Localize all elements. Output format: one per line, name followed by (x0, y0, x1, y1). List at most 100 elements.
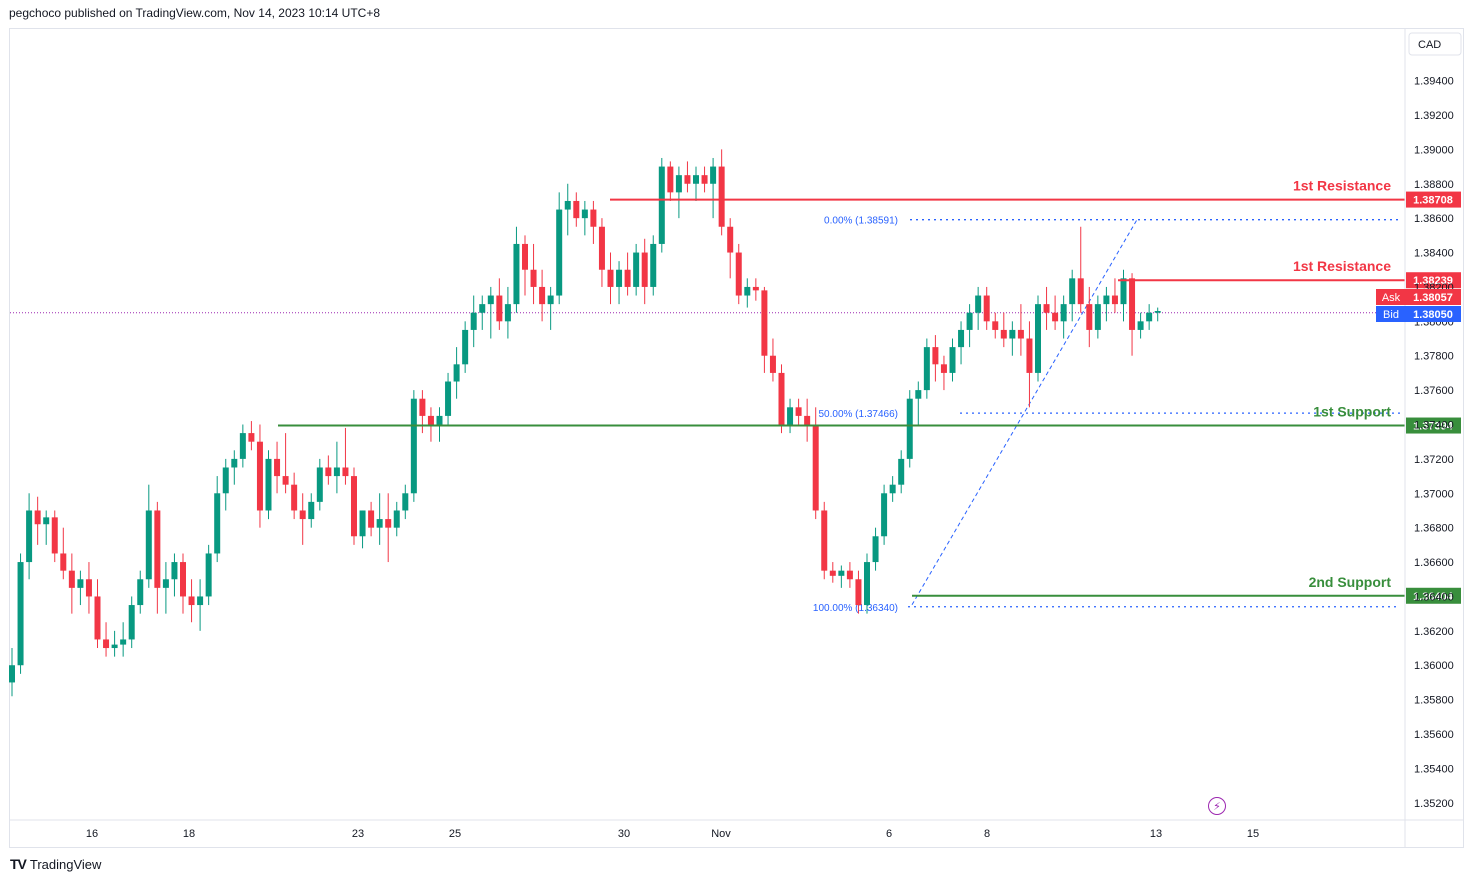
fibonacci-retracement: 0.00% (1.38591) 50.00% (1.37466) 100.00% (… (813, 216, 1400, 614)
candle-body (256, 441, 263, 511)
candle-body (761, 290, 768, 356)
candle-body (975, 295, 982, 313)
candle-body (864, 562, 870, 606)
candle-body (547, 295, 554, 305)
candle-body (581, 209, 588, 219)
resistance-price-value: 1.38708 (1413, 195, 1453, 207)
x-tick-label: 23 (352, 828, 364, 840)
y-tick-label: 1.36000 (1414, 660, 1454, 672)
y-tick-label: 1.37600 (1414, 385, 1454, 397)
y-tick-label: 1.39200 (1414, 110, 1454, 122)
candle-body (410, 398, 417, 494)
candle-body (479, 304, 486, 313)
ask-price-value: 1.38057 (1413, 292, 1453, 304)
candle-body (735, 252, 742, 296)
candle-body (26, 510, 33, 563)
candle-body (889, 484, 896, 494)
candle-body (180, 562, 186, 597)
x-tick-label: 18 (183, 828, 195, 840)
candle-body (641, 252, 648, 287)
candle-body (51, 517, 58, 554)
candle-body (727, 226, 734, 253)
fib-level-label: 50.00% (1.37466) (818, 409, 898, 420)
candle-body (590, 209, 597, 227)
candle-body (898, 458, 905, 485)
candle-body (487, 295, 494, 305)
candle-body (1026, 338, 1033, 373)
resistance-label: 1st Resistance (1293, 258, 1391, 274)
candle-body (171, 562, 178, 580)
candle-body (1035, 304, 1041, 373)
y-tick-label: 1.37200 (1414, 454, 1454, 466)
candle-body (744, 286, 751, 296)
candle-body (316, 467, 323, 502)
candle-body (932, 347, 939, 365)
y-tick-label: 1.37800 (1414, 351, 1454, 363)
candle-body (787, 407, 794, 425)
candle-body (1094, 304, 1101, 330)
bid-price-value: 1.38050 (1413, 309, 1453, 321)
candle-body (881, 493, 888, 537)
x-tick-label: 25 (449, 828, 461, 840)
candle-body (530, 269, 537, 287)
candle-body (427, 415, 434, 425)
candle-body (1077, 278, 1084, 305)
candle-body (949, 347, 956, 373)
candle-body (393, 510, 400, 528)
footer-brand: TV TradingView (10, 856, 101, 872)
candle-body (1043, 304, 1050, 313)
candle-body (265, 458, 272, 511)
candle-body (402, 493, 409, 511)
candle-body (633, 252, 640, 287)
candle-body (539, 286, 546, 305)
chart-frame (9, 28, 1464, 848)
ask-price-tag (1406, 289, 1461, 305)
candle-body (205, 553, 212, 597)
candle-body (85, 579, 92, 597)
candle-body (804, 415, 811, 425)
support-price-value: 1.36404 (1413, 591, 1454, 603)
candle-body (658, 166, 665, 244)
candle-body (1069, 278, 1076, 305)
y-tick-label: 1.36600 (1414, 557, 1454, 569)
candle-body (462, 329, 469, 365)
candle-body (752, 286, 759, 291)
candle-body (154, 510, 161, 588)
candle-body (43, 517, 50, 525)
candle-body (445, 381, 452, 416)
bid-tag (1376, 306, 1406, 322)
candle-body (769, 355, 776, 373)
candle-body (308, 501, 315, 520)
candle-body (1060, 304, 1067, 322)
candle-body (248, 433, 255, 442)
candle-body (470, 312, 477, 330)
candle-body (299, 510, 306, 520)
candle-body (855, 579, 862, 606)
candle-body (325, 467, 332, 477)
candle-body (94, 596, 101, 640)
candle-body (351, 476, 357, 537)
candle-body (940, 364, 947, 373)
candle-body (701, 175, 708, 184)
support-label: 1st Support (1313, 404, 1391, 420)
y-tick-label: 1.35600 (1414, 729, 1454, 741)
candle-body (145, 510, 152, 580)
candle-body (624, 269, 631, 287)
candle-body (231, 458, 238, 468)
candle-body (359, 510, 366, 537)
candle-body (846, 570, 853, 580)
ask-label: Ask (1382, 292, 1401, 304)
candle-body (128, 605, 135, 640)
candle-body (573, 200, 580, 219)
candle-body (992, 321, 999, 330)
candle-body (17, 562, 24, 666)
x-tick-label: 15 (1247, 828, 1259, 840)
candle-body (1120, 278, 1127, 305)
candle-body (1146, 312, 1153, 322)
flash-icon[interactable]: ⚡ (1208, 797, 1226, 815)
candle-body (821, 510, 828, 571)
candle-body (1017, 329, 1024, 339)
candle-body (1009, 329, 1016, 339)
resistance-price-tag (1406, 191, 1461, 208)
